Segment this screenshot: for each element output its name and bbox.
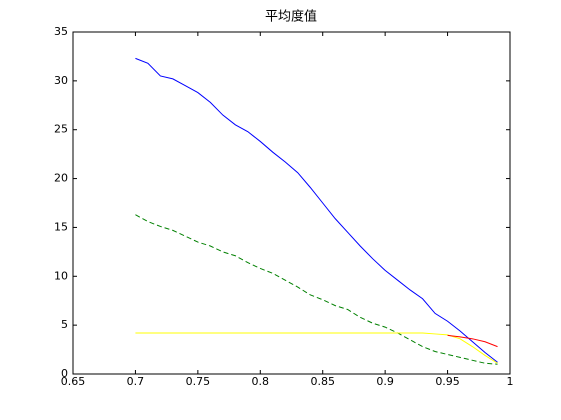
x-tick-label: 0.65 — [61, 375, 86, 388]
series-line — [135, 57, 498, 363]
x-tick-label: 0.8 — [252, 375, 270, 388]
y-tick-label: 15 — [54, 220, 68, 233]
x-tick-label: 1 — [507, 375, 514, 388]
chart-title: 平均度值 — [265, 9, 317, 25]
y-tick-label: 10 — [54, 269, 68, 282]
y-tick-label: 0 — [61, 367, 68, 380]
series-line — [135, 214, 498, 365]
x-tick-label: 0.85 — [310, 375, 335, 388]
y-tick-label: 25 — [54, 123, 68, 136]
series-line — [447, 334, 498, 348]
axes-box — [72, 31, 511, 375]
y-tick-label: 35 — [54, 25, 68, 38]
y-tick-label: 20 — [54, 172, 68, 185]
x-tick-label: 0.9 — [376, 375, 394, 388]
x-tick-label: 0.95 — [435, 375, 460, 388]
x-tick-label: 0.7 — [127, 375, 145, 388]
y-tick-label: 5 — [61, 318, 68, 331]
series-line — [135, 332, 498, 364]
x-tick-label: 0.75 — [186, 375, 211, 388]
y-tick-label: 30 — [54, 74, 68, 87]
